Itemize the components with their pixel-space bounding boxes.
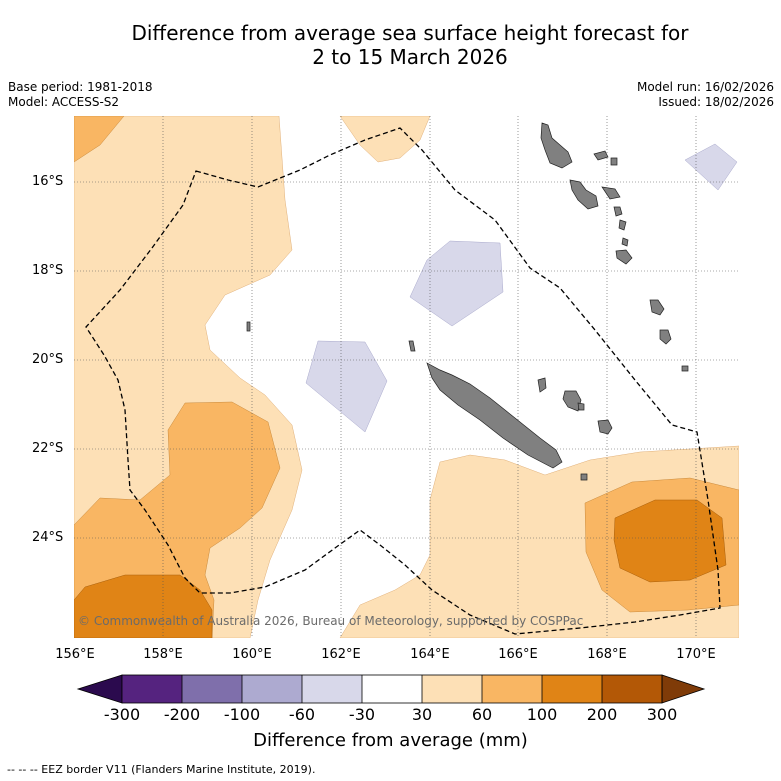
- colorbar-dividers: [181, 675, 603, 703]
- colorbar-title: Difference from average (mm): [253, 730, 528, 751]
- colorbar-bin-2: [182, 675, 242, 703]
- anomaly-60-100-northwest: [74, 116, 125, 163]
- reef-islet: [408, 340, 416, 352]
- map-area: [74, 116, 739, 638]
- lat-label-24s: 24°S: [32, 530, 64, 545]
- meta-right: Model run: 16/02/2026 Issued: 18/02/2026: [637, 80, 774, 110]
- gridlines: [74, 116, 739, 638]
- vanuatu-island-small-2: [610, 157, 618, 166]
- colorbar-tick-label: 30: [411, 705, 433, 724]
- meta-left: Base period: 1981-2018 Model: ACCESS-S2: [8, 80, 153, 110]
- vanuatu-island-small-5: [621, 237, 629, 247]
- anomaly-neg-west: [305, 340, 388, 433]
- lon-label-160e: 160°E: [232, 647, 272, 662]
- lat-label-20s: 20°S: [32, 352, 64, 367]
- colorbar-bin-1: [122, 675, 182, 703]
- model-run: Model run: 16/02/2026: [636, 80, 774, 94]
- colorbar-tick-label: -200: [163, 705, 201, 724]
- colorbar-extend-high: [661, 674, 706, 704]
- map-title-line1: Difference from average sea surface heig…: [131, 21, 689, 45]
- colorbar-tick-label: -300: [103, 705, 141, 724]
- lon-label-166e: 166°E: [498, 647, 538, 662]
- colorbar-tick-label: 100: [526, 705, 558, 724]
- colorbar-bin-9: [602, 675, 662, 703]
- isle-of-pines: [580, 473, 588, 481]
- eastern-islet: [681, 365, 689, 372]
- colorbar-bin-7: [482, 675, 542, 703]
- colorbar: [76, 674, 706, 704]
- anomaly-100-200-southwest: [74, 574, 213, 638]
- colorbar-extend-low: [76, 674, 123, 704]
- lon-label-162e: 162°E: [321, 647, 361, 662]
- colorbar-tick-label: 200: [586, 705, 618, 724]
- vanuatu-island-tanna: [615, 249, 633, 265]
- lon-label-158e: 158°E: [143, 647, 183, 662]
- issued-date: Issued: 18/02/2026: [658, 95, 774, 109]
- lon-label-164e: 164°E: [410, 647, 450, 662]
- colorbar-bin-8: [542, 675, 602, 703]
- eez-border: [85, 127, 721, 635]
- loyalty-island-small: [577, 402, 585, 411]
- anomaly-neg-north: [409, 240, 504, 327]
- colorbar-tick-label: -100: [223, 705, 261, 724]
- colorbar-bin-6: [422, 675, 482, 703]
- colorbar-tick-label: 300: [646, 705, 678, 724]
- lon-label-168e: 168°E: [587, 647, 627, 662]
- lat-label-18s: 18°S: [32, 263, 64, 278]
- colorbar-bin-3: [242, 675, 302, 703]
- copyright-text: © Commonwealth of Australia 2026, Bureau…: [78, 614, 584, 628]
- anomaly-100-200-southeast: [613, 499, 727, 583]
- vanuatu-island-small-1: [593, 150, 609, 161]
- lon-label-170e: 170°E: [676, 647, 716, 662]
- chesterfield-islet: [246, 321, 251, 332]
- loyalty-island-mare: [597, 419, 613, 435]
- vanuatu-island-north: [540, 122, 573, 169]
- base-period: Base period: 1981-2018: [8, 80, 153, 94]
- lon-label-156e: 156°E: [55, 647, 95, 662]
- vanuatu-island-efate: [601, 186, 621, 200]
- loyalty-island-ouvea: [537, 377, 547, 393]
- model-name: Model: ACCESS-S2: [8, 95, 120, 109]
- vanuatu-island-small-4: [618, 219, 627, 231]
- eez-legend: -- -- -- EEZ border V11 (Flanders Marine…: [7, 763, 316, 776]
- anomaly-30-60-north: [339, 116, 431, 163]
- colorbar-bin-5: [362, 675, 422, 703]
- colorbar-outline: [121, 674, 663, 704]
- hunter-island: [659, 329, 672, 345]
- colorbar-tick-label: -30: [348, 705, 376, 724]
- vanuatu-island-small-3: [613, 206, 623, 217]
- colorbar-tick-label: -60: [288, 705, 316, 724]
- lat-label-22s: 22°S: [32, 441, 64, 456]
- land-masses: [246, 122, 689, 481]
- new-caledonia-island: [426, 362, 563, 469]
- colorbar-bin-4: [302, 675, 362, 703]
- map-title-line2: 2 to 15 March 2026: [312, 45, 508, 69]
- vanuatu-island-malekula: [569, 179, 599, 210]
- colorbar-tick-label: 60: [471, 705, 493, 724]
- matthew-island: [649, 299, 665, 316]
- anomaly-neg-northeast: [684, 143, 738, 191]
- lat-label-16s: 16°S: [32, 174, 64, 189]
- loyalty-island-lifou: [562, 390, 582, 412]
